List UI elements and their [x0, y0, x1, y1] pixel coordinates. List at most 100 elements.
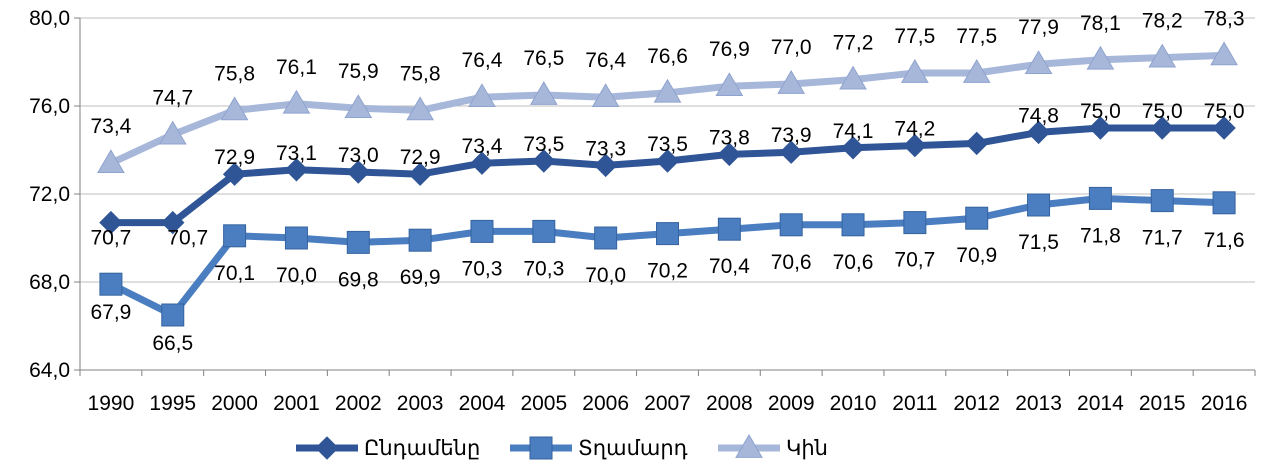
data-point: [591, 83, 620, 108]
data-label: 73,0: [338, 144, 379, 167]
data-point: [346, 230, 370, 254]
data-label: 78,3: [1204, 7, 1245, 30]
data-label: 73,9: [771, 124, 812, 147]
data-point: [841, 136, 865, 160]
data-label: 71,8: [1080, 224, 1121, 247]
data-label: 76,4: [462, 49, 503, 72]
data-point: [715, 72, 744, 97]
x-tick-label: 2008: [706, 392, 753, 415]
data-label: 76,6: [647, 45, 688, 68]
data-point: [532, 149, 556, 173]
y-tick-label: 76,0: [29, 95, 70, 118]
data-label: 70,1: [214, 262, 255, 285]
x-tick-label: 2012: [953, 392, 1000, 415]
x-tick-label: 2009: [768, 392, 815, 415]
data-point: [903, 133, 927, 158]
data-label: 71,6: [1204, 229, 1245, 252]
data-label: 73,4: [90, 115, 131, 138]
legend-marker: [735, 434, 763, 458]
data-label: 74,2: [894, 118, 935, 141]
data-label: 78,2: [1142, 10, 1183, 33]
data-label: 75,9: [338, 60, 379, 83]
data-point: [161, 303, 185, 327]
data-point: [841, 213, 865, 237]
x-tick-label: 2007: [644, 392, 691, 415]
y-tick-label: 80,0: [29, 7, 70, 30]
x-tick-label: 2013: [1015, 392, 1062, 415]
data-label: 75,8: [214, 62, 255, 85]
data-point: [1024, 50, 1053, 75]
data-label: 73,8: [709, 126, 750, 149]
data-point: [282, 89, 311, 114]
data-label: 70,3: [462, 257, 503, 280]
data-point: [344, 94, 373, 119]
data-point: [1086, 45, 1115, 70]
data-label: 70,7: [167, 227, 208, 250]
x-tick-label: 1990: [88, 392, 135, 415]
data-label: 72,9: [400, 146, 441, 169]
data-label: 70,4: [709, 255, 750, 278]
data-label: 71,7: [1142, 227, 1183, 250]
data-point: [839, 65, 867, 90]
x-tick-label: 2003: [397, 392, 444, 415]
data-label: 77,5: [894, 25, 935, 48]
data-point: [1150, 116, 1174, 140]
data-label: 77,2: [833, 32, 874, 55]
data-point: [779, 213, 803, 237]
data-point: [529, 81, 558, 105]
data-point: [777, 70, 806, 94]
gridlines: [80, 17, 1255, 371]
data-point: [284, 226, 308, 250]
data-label: 70,0: [585, 264, 626, 287]
data-label: 70,6: [771, 251, 812, 274]
x-tick-label: 2002: [335, 392, 382, 415]
y-tick-label: 72,0: [29, 183, 70, 206]
data-point: [346, 160, 370, 184]
y-tick-label: 64,0: [29, 359, 70, 382]
data-label: 77,5: [956, 25, 997, 48]
data-label: 76,5: [523, 47, 564, 70]
x-tick-label: 2014: [1077, 392, 1124, 415]
data-label: 77,0: [771, 36, 812, 59]
axes: 64,0 68,0 72,0 76,0 80,0 1990 1995 2000 2001 2002…: [29, 7, 1256, 415]
data-label: 76,9: [709, 38, 750, 61]
data-point: [903, 211, 927, 235]
data-label: 74,8: [1018, 104, 1059, 127]
legend-label: Տղամարդ: [578, 437, 688, 460]
data-label: 74,7: [152, 87, 193, 110]
data-label: 73,5: [523, 133, 564, 156]
x-tick-label: 2015: [1139, 392, 1186, 415]
data-point: [1148, 43, 1177, 68]
legend-marker: [315, 436, 339, 460]
data-point: [593, 153, 618, 178]
data-point: [965, 131, 989, 156]
data-label: 71,5: [1018, 231, 1059, 254]
x-tick-label: 2004: [459, 392, 506, 415]
data-point: [962, 59, 991, 83]
data-point: [1210, 41, 1238, 66]
x-tick-label: 2016: [1201, 392, 1248, 415]
data-point: [97, 149, 125, 174]
data-label: 78,1: [1080, 12, 1121, 35]
data-point: [532, 219, 556, 243]
data-label: 70,9: [956, 244, 997, 267]
data-point: [1088, 116, 1113, 140]
data-point: [1027, 193, 1051, 217]
data-point: [1212, 191, 1236, 215]
data-point: [717, 217, 741, 241]
data-label: 70,7: [90, 227, 131, 250]
data-label: 76,1: [276, 56, 317, 79]
data-point: [653, 78, 682, 103]
data-point: [222, 162, 247, 186]
data-label: 73,1: [276, 142, 317, 165]
series-markers: [97, 41, 1238, 327]
data-point: [656, 222, 679, 246]
data-point: [99, 272, 123, 296]
data-label: 70,7: [894, 249, 935, 272]
x-tick-label: 2001: [273, 392, 320, 415]
data-label: 70,3: [523, 257, 564, 280]
legend: Ընդամենը Տղամարդ Կին: [296, 434, 828, 460]
data-label: 66,5: [152, 332, 193, 355]
data-point: [1088, 186, 1112, 210]
